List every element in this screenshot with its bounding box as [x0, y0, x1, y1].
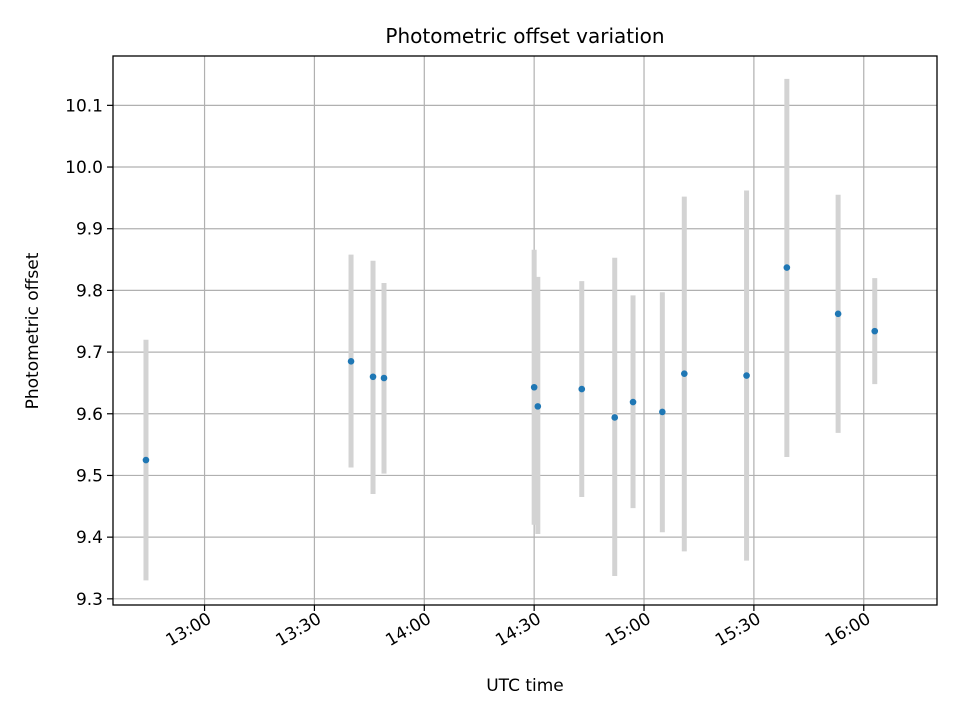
data-point [369, 373, 377, 381]
y-tick-label: 9.5 [76, 466, 103, 486]
data-point [743, 372, 750, 379]
data-point [530, 383, 538, 391]
y-tick-label: 9.4 [76, 528, 103, 548]
data-point [380, 374, 388, 382]
data-point [834, 310, 842, 318]
plot-area-frame [112, 55, 938, 606]
y-tick-label: 10.0 [65, 158, 103, 178]
y-tick-label: 9.8 [76, 281, 103, 301]
data-point [783, 264, 791, 271]
y-tick-label: 9.3 [76, 590, 103, 610]
y-tick-label: 9.7 [76, 343, 103, 363]
data-point [578, 385, 586, 393]
data-point [681, 370, 688, 377]
data-point [659, 408, 666, 416]
y-tick-label: 9.9 [76, 220, 103, 240]
data-points [142, 264, 879, 464]
y-tick-label: 10.1 [65, 96, 103, 116]
data-point [142, 456, 150, 464]
x-axis-label: UTC time [486, 676, 564, 696]
data-point [629, 398, 637, 406]
y-tick-label: 9.6 [76, 405, 103, 425]
chart-title: Photometric offset variation [385, 24, 664, 48]
grid [113, 56, 937, 605]
data-point [871, 327, 879, 335]
y-axis-ticks: 9.3 9.4 9.5 9.6 9.7 9.8 9.9 10.0 10.1 [65, 96, 113, 610]
y-axis-label: Photometric offset [23, 252, 43, 409]
data-point [347, 358, 355, 365]
data-point [534, 403, 542, 410]
data-point [611, 414, 619, 421]
